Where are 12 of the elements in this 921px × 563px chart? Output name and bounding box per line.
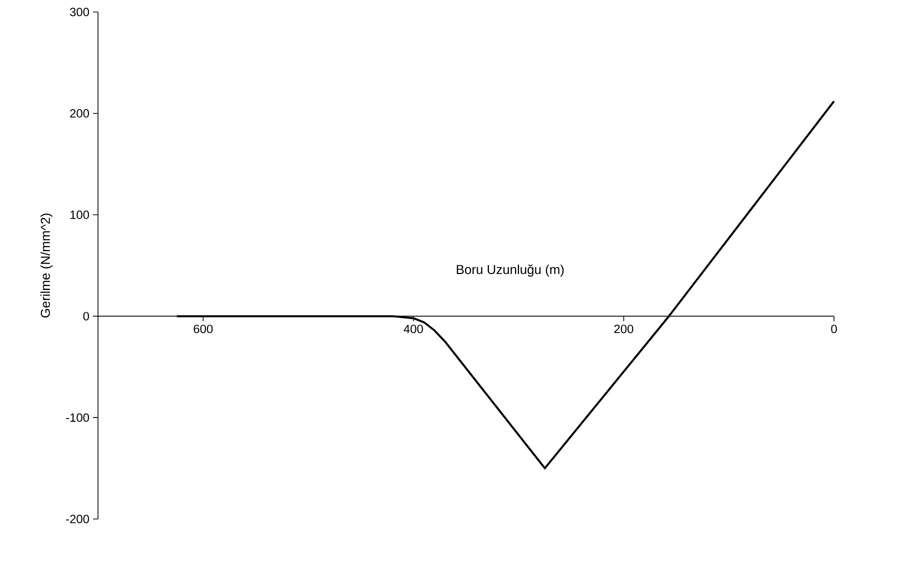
- y-tick-label: 100: [70, 210, 90, 220]
- y-tick-label: 0: [83, 312, 90, 320]
- y-axis-title: Gerilme (N/mm^2): [40, 214, 53, 318]
- x-tick-label: 0: [831, 324, 837, 334]
- x-tick-label: 600: [194, 324, 213, 334]
- y-tick-label: 200: [70, 109, 90, 118]
- y-tick-label: -200: [66, 514, 90, 524]
- y-tick-label: 300: [70, 8, 90, 16]
- x-tick-label: 400: [404, 324, 423, 334]
- x-tick-label: 200: [614, 324, 634, 334]
- y-tick-label: -100: [66, 413, 90, 422]
- x-axis-title: Boru Uzunluğu (m): [456, 264, 564, 277]
